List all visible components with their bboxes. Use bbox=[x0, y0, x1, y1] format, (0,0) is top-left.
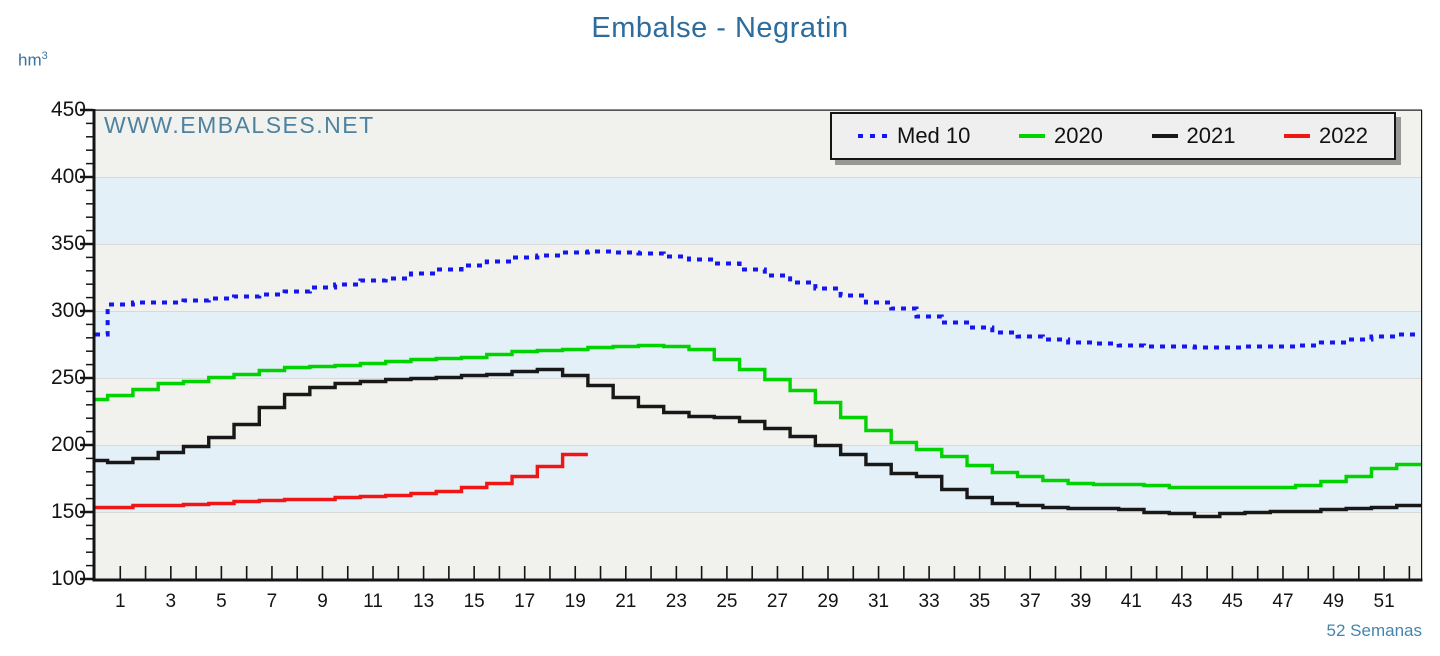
unit-exponent: 3 bbox=[41, 50, 48, 62]
line-2022-swatch-icon bbox=[1284, 134, 1311, 138]
x-tick-label: 23 bbox=[665, 591, 687, 612]
med10-dotted-line-swatch-icon bbox=[858, 134, 888, 138]
y-axis-unit-label: hm3 bbox=[18, 50, 48, 71]
legend-item-med10: Med 10 bbox=[858, 123, 970, 149]
chart-legend: Med 10 2020 2021 2022 bbox=[830, 112, 1396, 160]
legend-item-2020: 2020 bbox=[1018, 123, 1103, 149]
legend-item-2022: 2022 bbox=[1284, 123, 1368, 149]
x-tick-label: 5 bbox=[216, 591, 227, 612]
x-tick-label: 15 bbox=[463, 591, 485, 612]
x-tick-label: 1 bbox=[114, 591, 126, 612]
x-tick-label: 27 bbox=[766, 591, 789, 612]
x-tick-label: 41 bbox=[1120, 591, 1142, 612]
x-tick-label: 35 bbox=[969, 591, 991, 612]
x-tick-label: 11 bbox=[363, 591, 383, 612]
x-tick-label: 49 bbox=[1322, 591, 1345, 612]
y-tick-label: 200 bbox=[50, 433, 86, 456]
x-tick-label: 29 bbox=[817, 591, 839, 612]
y-tick-label: 400 bbox=[50, 165, 86, 188]
legend-label: Med 10 bbox=[897, 123, 971, 148]
x-tick-label: 47 bbox=[1272, 591, 1294, 612]
legend-label: 2021 bbox=[1186, 123, 1236, 148]
line-2020-swatch-icon bbox=[1018, 134, 1045, 138]
x-axis-label: 52 Semanas bbox=[1326, 621, 1422, 640]
y-tick-label: 450 bbox=[50, 98, 86, 121]
y-tick-label: 250 bbox=[50, 366, 86, 389]
y-tick-label: 150 bbox=[50, 500, 86, 523]
x-tick-label: 7 bbox=[266, 591, 278, 612]
x-tick-label: 33 bbox=[918, 591, 940, 612]
line-2021-swatch-icon bbox=[1151, 134, 1178, 138]
legend-label: 2022 bbox=[1319, 123, 1368, 148]
x-tick-label: 37 bbox=[1019, 591, 1041, 612]
x-tick-label: 31 bbox=[867, 591, 890, 612]
x-tick-label: 13 bbox=[413, 591, 435, 612]
legend-label: 2020 bbox=[1053, 123, 1103, 148]
y-tick-label: 100 bbox=[50, 567, 86, 590]
watermark-text: WWW.EMBALSES.NET bbox=[104, 112, 375, 138]
unit-base: hm bbox=[18, 50, 42, 70]
x-tick-label: 21 bbox=[615, 591, 637, 612]
x-tick-label: 25 bbox=[716, 591, 738, 612]
x-tick-label: 43 bbox=[1171, 591, 1193, 612]
x-tick-label: 19 bbox=[564, 591, 586, 612]
x-tick-label: 9 bbox=[317, 591, 328, 612]
x-tick-label: 39 bbox=[1070, 591, 1092, 612]
x-tick-label: 3 bbox=[165, 591, 177, 612]
y-tick-label: 350 bbox=[50, 232, 86, 255]
y-tick-label: 300 bbox=[50, 299, 86, 322]
x-tick-label: 45 bbox=[1221, 591, 1243, 612]
x-tick-label: 51 bbox=[1373, 591, 1395, 612]
chart-title: Embalse - Negratin bbox=[591, 12, 849, 44]
legend-item-2021: 2021 bbox=[1151, 123, 1236, 149]
x-tick-label: 17 bbox=[514, 591, 536, 612]
